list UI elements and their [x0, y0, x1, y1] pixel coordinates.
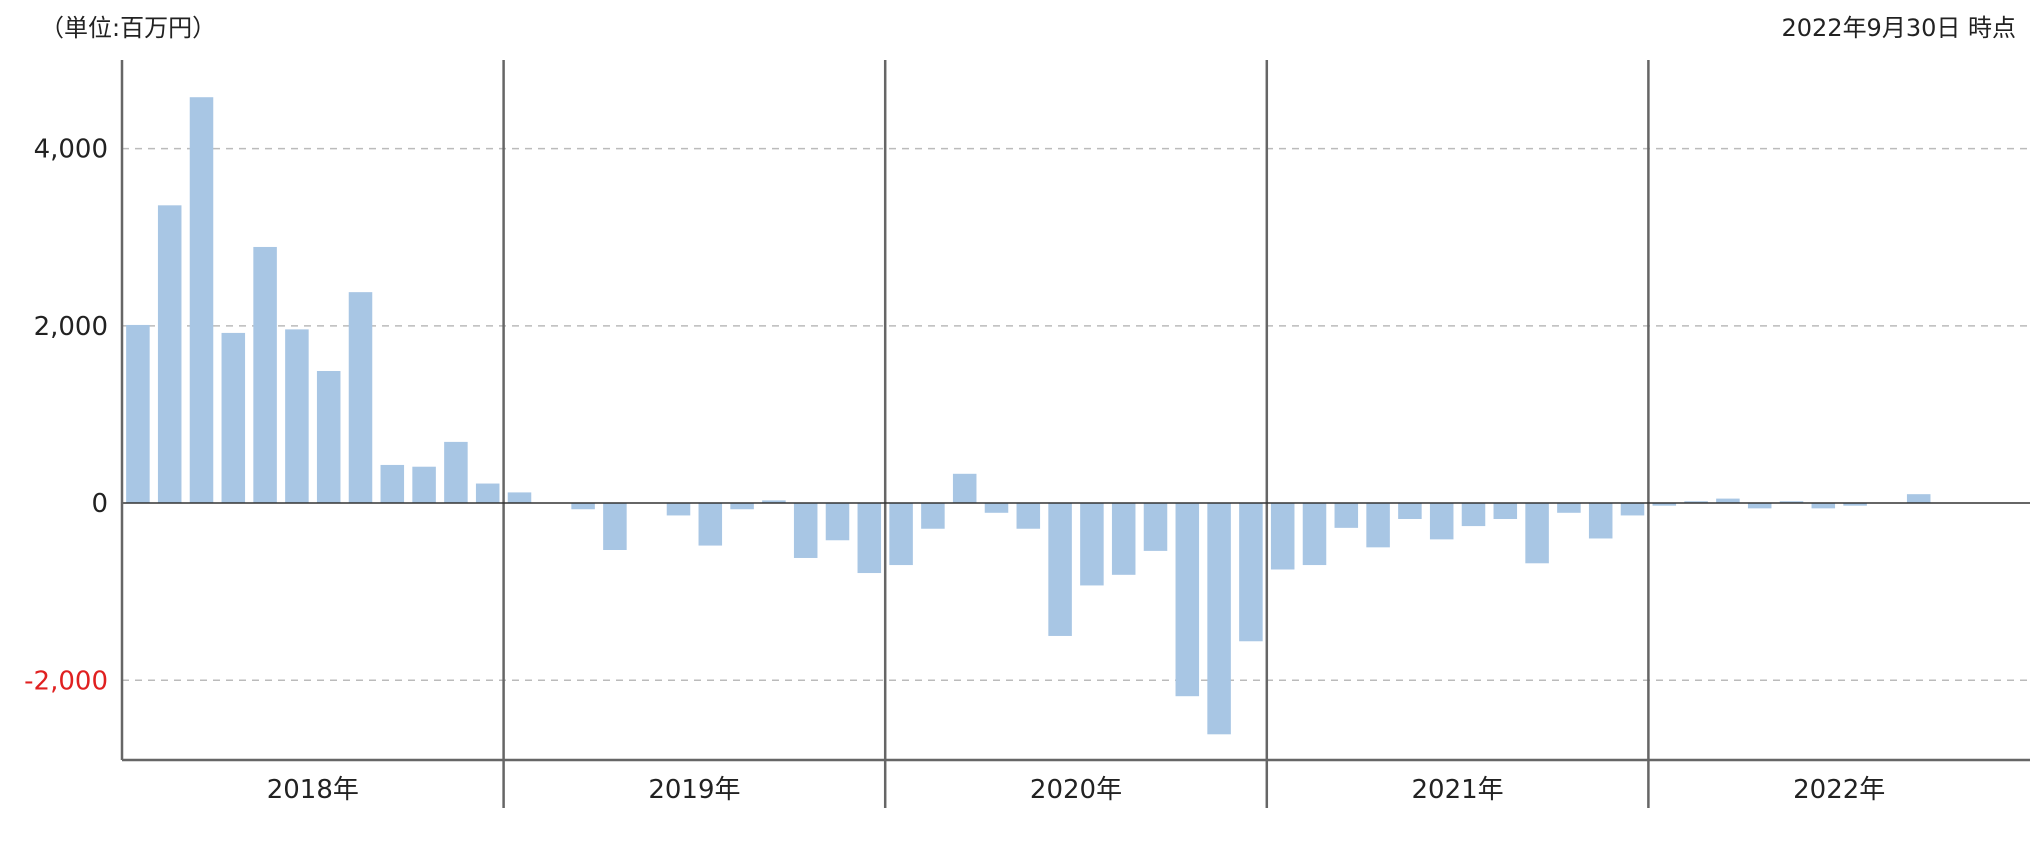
x-year-label: 2020年	[1030, 775, 1122, 805]
axes	[120, 60, 2030, 808]
bar	[984, 503, 1009, 513]
bar	[189, 97, 214, 504]
bar	[1716, 498, 1740, 504]
bar	[1588, 503, 1613, 539]
bar	[507, 492, 532, 504]
bar	[1525, 503, 1549, 564]
grid-lines	[122, 147, 2030, 682]
bar	[1111, 503, 1136, 575]
bar	[348, 292, 373, 504]
bar	[1557, 503, 1581, 513]
bar	[1811, 503, 1836, 509]
bar	[889, 503, 913, 566]
unit-label: （単位:百万円）	[40, 14, 217, 42]
y-tick-label: 0	[91, 489, 108, 519]
bar	[1398, 503, 1422, 519]
bar	[1747, 503, 1772, 509]
bar	[1080, 503, 1104, 586]
bar	[1175, 503, 1200, 697]
x-year-label: 2019年	[648, 775, 740, 805]
bars	[126, 97, 1931, 735]
bar	[1906, 494, 1931, 504]
bar	[571, 503, 595, 510]
x-year-label: 2021年	[1412, 775, 1504, 805]
bar	[1652, 503, 1677, 506]
bar	[1302, 503, 1327, 566]
bar	[1143, 503, 1168, 551]
bar	[730, 503, 754, 510]
bar	[380, 464, 405, 504]
bar	[1366, 503, 1390, 548]
bar	[1493, 503, 1518, 519]
bar	[1334, 503, 1359, 528]
bar	[157, 205, 182, 504]
bar	[1239, 503, 1263, 642]
bar	[1429, 503, 1454, 540]
bar	[857, 503, 882, 574]
bar	[285, 329, 309, 504]
bar	[253, 246, 277, 504]
y-tick-label: 4,000	[34, 135, 108, 165]
bar	[126, 324, 150, 504]
bar	[1016, 503, 1041, 529]
bar	[666, 503, 691, 516]
bar	[444, 441, 468, 504]
y-tick-label: 2,000	[34, 312, 108, 342]
bar	[1620, 503, 1645, 516]
labels: 4,000 2,000 0 -2,000 2018年 2019年 2020年 2021年 202…	[24, 135, 1885, 805]
y-tick-label: -2,000	[24, 666, 108, 696]
bar	[603, 503, 627, 550]
bar	[1684, 501, 1708, 504]
bar	[475, 483, 500, 504]
bar	[698, 503, 723, 546]
bar	[1048, 503, 1072, 636]
bar	[316, 371, 341, 504]
bar	[412, 466, 436, 504]
bar	[952, 473, 977, 504]
x-year-label: 2018年	[267, 775, 359, 805]
bar	[1461, 503, 1486, 527]
bar	[921, 503, 945, 529]
bar	[762, 500, 786, 504]
as-of-date: 2022年9月30日 時点	[1781, 14, 2016, 42]
bar	[1779, 501, 1804, 504]
bar	[793, 503, 818, 558]
bar	[1270, 503, 1295, 570]
bar	[1843, 503, 1867, 506]
bar	[1207, 503, 1231, 735]
bar	[825, 503, 850, 541]
bar	[221, 332, 246, 504]
x-year-label: 2022年	[1793, 775, 1885, 805]
